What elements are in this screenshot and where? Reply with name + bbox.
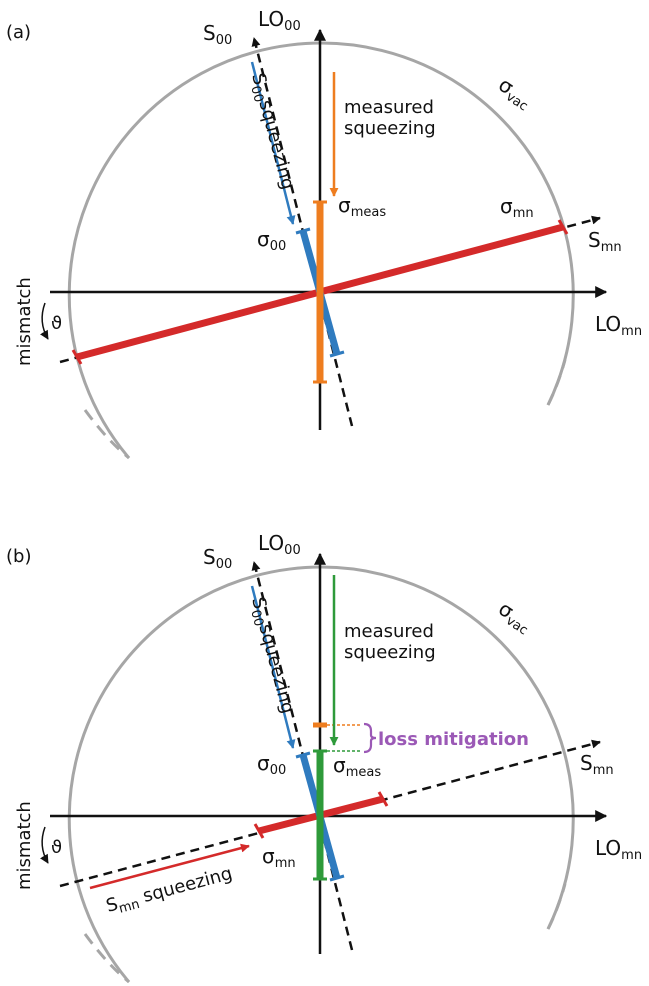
smn-tick-left-a: [71, 349, 83, 365]
smn-squeezing-label-b: Smn squeezing: [104, 863, 236, 920]
s00-tick-top-a: [295, 227, 311, 235]
loss-mitigation-label-b: loss mitigation: [378, 729, 529, 750]
lo00-label-b: LO00: [258, 531, 301, 558]
vacuum-circle-dash-left-a: [83, 409, 130, 460]
measured-text-b: measured: [344, 621, 434, 642]
smn-axis-b: [59, 739, 601, 888]
lo00-label-a: LO00: [258, 7, 301, 34]
squeezing-text-b: squeezing: [344, 642, 436, 663]
s00-label-a: S00: [203, 21, 232, 48]
mismatch-label-a: mismatch: [14, 277, 35, 366]
theta-label-a: ϑ: [51, 313, 62, 334]
s00-squeezing-label-b: S00squeezing: [244, 595, 298, 717]
s00-tick-top-b: [295, 751, 311, 759]
s00-squeezing-arrow-a: [250, 61, 296, 225]
vacuum-circle-b: [67, 565, 575, 983]
sigma-vac-label-b: σvac: [493, 596, 538, 638]
sigma-vac-label-a: σvac: [493, 72, 538, 114]
smn-squeezing-arrow-b: [89, 843, 250, 890]
vacuum-circle-a: [67, 41, 575, 459]
mismatch-arrow-a: [40, 302, 49, 340]
sigma-meas-label-b: σmeas: [333, 753, 381, 780]
loss-brace-b: [363, 722, 377, 754]
lomn-label-a: LOmn: [595, 312, 642, 339]
sigma-mn-label-a: σmn: [500, 194, 534, 221]
s00-squeezing-arrow-b: [250, 585, 296, 749]
measured-text-a: measured: [344, 97, 434, 118]
squeezing-text-a: squeezing: [344, 118, 436, 139]
theta-label-b: ϑ: [51, 837, 62, 858]
lomn-label-b: LOmn: [595, 836, 642, 863]
sigma-mn-label-b: σmn: [262, 844, 296, 871]
panel-a: (a) LO00 S00 LOmn Smn σmn σmeas: [6, 7, 642, 460]
vacuum-circle-dash-right-b: [546, 883, 567, 930]
smn-tick-left-b: [253, 823, 265, 839]
smn-label-a: Smn: [588, 228, 622, 255]
panel-b: (b) loss mitigation: [6, 531, 642, 984]
vacuum-circle-dash-right-a: [546, 359, 567, 406]
mismatch-label-b: mismatch: [14, 801, 35, 890]
sigma-00-label-a: σ00: [257, 227, 286, 254]
s00-tick-bottom-b: [329, 874, 345, 882]
s00-squeezing-label-a: S00squeezing: [244, 71, 298, 193]
smn-tick-right-a: [557, 219, 569, 235]
sigma-00-label-b: σ00: [257, 751, 286, 778]
s00-tick-bottom-a: [329, 350, 345, 358]
mismatch-arrow-b: [40, 826, 49, 864]
sigma-meas-label-a: σmeas: [338, 193, 386, 220]
s00-label-b: S00: [203, 545, 232, 572]
smn-tick-right-b: [377, 791, 389, 807]
panel-label-a: (a): [6, 22, 31, 43]
smn-label-b: Smn: [580, 751, 614, 778]
panel-label-b: (b): [6, 546, 31, 567]
vacuum-circle-dash-left-b: [83, 933, 130, 984]
